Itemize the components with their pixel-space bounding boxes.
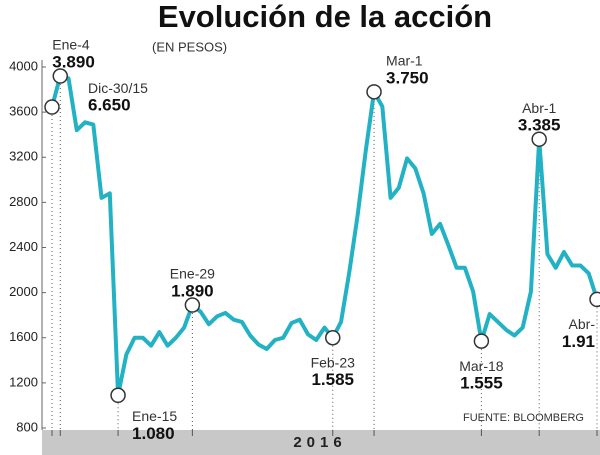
annotation-date: Feb-23 [311, 354, 356, 370]
point-marker [366, 84, 382, 100]
annotation-date: Mar-1 [386, 53, 423, 69]
annotation-date: Mar-18 [459, 358, 504, 374]
point-marker [589, 291, 600, 308]
y-tick-label: 3200 [9, 149, 38, 164]
price-line [50, 74, 599, 398]
annotation-value: 3.385 [518, 116, 561, 135]
annotation-date: Abr- [569, 316, 596, 332]
annotation-date: Ene-15 [132, 408, 177, 424]
annotation-value: 1.91 [562, 332, 595, 351]
y-tick-label: 800 [16, 419, 38, 434]
chart-subtitle: (EN PESOS) [152, 39, 227, 54]
x-axis-label: 2016 [293, 434, 346, 451]
point-marker [184, 297, 201, 313]
annotation-value: 1.555 [460, 374, 503, 393]
y-tick-label: 3600 [9, 104, 38, 119]
annotation-date: Ene-29 [170, 266, 215, 282]
annotation-value: 3.890 [52, 53, 95, 72]
annotation-value: 1.080 [132, 424, 175, 443]
annotation-date: Dic-30/15 [88, 80, 148, 96]
annotation-date: Ene-4 [52, 37, 90, 53]
annotation-date: Abr-1 [522, 100, 556, 116]
point-marker [531, 131, 547, 147]
annotation-value: 6.650 [88, 96, 131, 115]
point-marker [325, 330, 341, 346]
point-marker [44, 99, 60, 115]
annotation-value: 1.890 [171, 282, 214, 301]
y-tick-label: 4000 [9, 58, 38, 73]
point-marker [473, 333, 490, 349]
source: FUENTE: BLOOMBERG [463, 412, 584, 424]
y-tick-label: 2400 [9, 239, 38, 254]
y-tick-label: 2000 [9, 284, 38, 299]
annotation-value: 1.585 [311, 370, 354, 389]
point-marker [52, 68, 69, 84]
annotation-value: 3.750 [386, 68, 429, 87]
y-tick-label: 1200 [9, 374, 38, 389]
y-tick-label: 2800 [9, 194, 38, 209]
x-band [42, 430, 600, 455]
y-tick-label: 1600 [9, 329, 38, 344]
point-marker [110, 387, 126, 404]
chart-title: Evolución de la acción [158, 0, 492, 34]
